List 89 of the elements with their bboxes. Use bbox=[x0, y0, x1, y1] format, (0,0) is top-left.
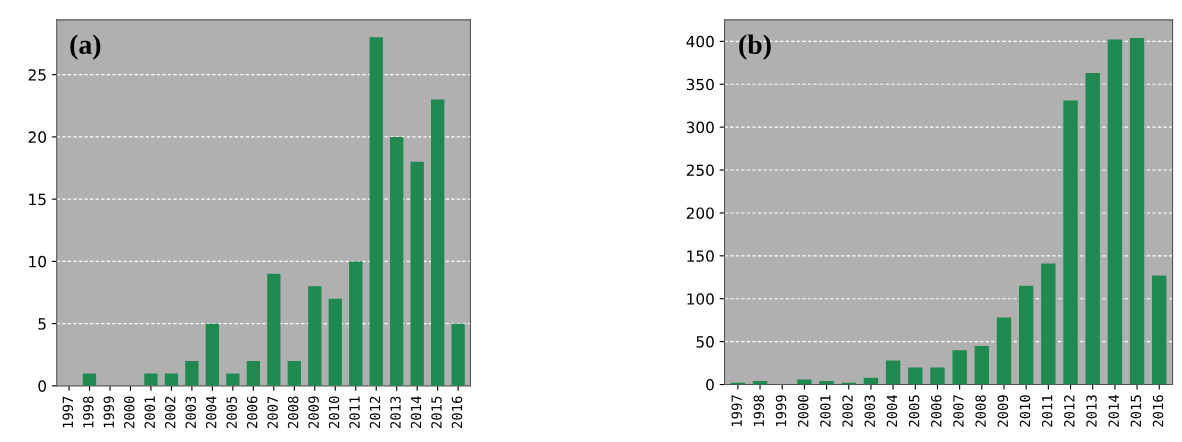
chart-title: (a) bbox=[70, 34, 101, 60]
x-tick-label: 1999 bbox=[775, 395, 787, 427]
bar bbox=[908, 367, 923, 385]
bar bbox=[390, 136, 404, 386]
y-tick-label: 250 bbox=[686, 164, 714, 177]
x-tick-label: 2012 bbox=[369, 396, 381, 428]
y-tick-label: 10 bbox=[29, 255, 46, 268]
y-tick-label: 50 bbox=[696, 336, 714, 348]
x-tick-label: 2011 bbox=[349, 396, 360, 428]
bar bbox=[1129, 37, 1145, 385]
bar bbox=[1107, 39, 1123, 385]
bar bbox=[996, 317, 1012, 385]
bar bbox=[451, 323, 465, 386]
x-tick-label: 2012 bbox=[1064, 395, 1075, 427]
y-tick-label: 5 bbox=[38, 318, 46, 330]
bar bbox=[287, 360, 301, 386]
x-tick-label: 2003 bbox=[864, 395, 875, 427]
x-tick-label: 1997 bbox=[62, 396, 74, 428]
x-tick-label: 2010 bbox=[1019, 395, 1031, 427]
x-tick-label: 2004 bbox=[886, 394, 898, 427]
x-tick-label: 2005 bbox=[908, 395, 920, 427]
bar bbox=[246, 360, 260, 386]
bar bbox=[164, 373, 179, 386]
bar bbox=[185, 360, 199, 386]
x-tick-label: 1998 bbox=[83, 396, 94, 428]
x-tick-label: 2001 bbox=[144, 396, 156, 428]
bar bbox=[82, 373, 97, 386]
x-tick-label: 2009 bbox=[997, 395, 1009, 427]
x-tick-label: 2014 bbox=[410, 396, 422, 428]
x-tick-label: 2015 bbox=[1130, 395, 1142, 427]
y-tick-label: 0 bbox=[706, 379, 714, 391]
x-tick-label: 2010 bbox=[328, 396, 340, 428]
bar bbox=[930, 367, 945, 385]
x-tick-label: 2013 bbox=[1086, 395, 1097, 427]
x-tick-label: 2013 bbox=[390, 396, 401, 428]
x-tick-label: 2005 bbox=[226, 396, 237, 428]
x-tick-label: 2006 bbox=[246, 396, 258, 428]
bar bbox=[1085, 73, 1100, 385]
y-tick-label: 100 bbox=[687, 293, 714, 305]
x-tick-label: 2004 bbox=[205, 396, 217, 428]
bar bbox=[226, 373, 240, 386]
bar bbox=[431, 99, 445, 386]
x-tick-label: 2002 bbox=[842, 395, 853, 427]
x-tick-label: 2016 bbox=[1152, 395, 1164, 427]
y-tick-label: 0 bbox=[38, 380, 46, 392]
bar bbox=[1063, 100, 1078, 385]
x-tick-label: 2003 bbox=[185, 396, 196, 428]
y-tick-label: 20 bbox=[28, 131, 46, 143]
y-tick-label: 15 bbox=[29, 193, 46, 206]
x-tick-label: 2006 bbox=[931, 395, 942, 427]
x-tick-label: 2000 bbox=[797, 395, 809, 427]
bar bbox=[1152, 275, 1167, 385]
y-tick-label: 25 bbox=[28, 69, 46, 81]
x-tick-label: 2008 bbox=[287, 396, 299, 428]
bar bbox=[952, 350, 967, 385]
bar bbox=[885, 360, 901, 385]
x-tick-label: 2008 bbox=[975, 395, 986, 427]
x-tick-label: 1998 bbox=[753, 395, 765, 427]
x-tick-label: 2007 bbox=[267, 396, 278, 428]
y-tick-label: 300 bbox=[686, 121, 714, 134]
x-tick-label: 2016 bbox=[451, 396, 463, 428]
bar bbox=[797, 379, 812, 385]
x-tick-label: 2011 bbox=[1041, 395, 1053, 427]
bar bbox=[349, 261, 363, 386]
bar bbox=[819, 381, 834, 385]
x-tick-label: 2002 bbox=[164, 396, 176, 428]
y-tick-label: 350 bbox=[686, 78, 714, 91]
chart-title: (b) bbox=[739, 34, 771, 60]
y-tick-label: 150 bbox=[687, 250, 714, 262]
x-tick-label: 2001 bbox=[820, 395, 831, 427]
y-tick-label: 200 bbox=[686, 207, 714, 219]
bar bbox=[974, 345, 990, 385]
bar bbox=[410, 161, 424, 386]
x-tick-label: 2015 bbox=[431, 396, 442, 428]
x-tick-label: 2000 bbox=[124, 396, 135, 428]
x-tick-label: 1997 bbox=[731, 395, 742, 427]
bar bbox=[1018, 285, 1034, 385]
y-tick-label: 400 bbox=[686, 35, 714, 48]
bar bbox=[369, 37, 383, 386]
bar bbox=[308, 286, 322, 386]
bar bbox=[144, 373, 158, 386]
x-tick-label: 2009 bbox=[308, 396, 319, 428]
x-tick-label: 1999 bbox=[103, 396, 115, 428]
bar bbox=[205, 323, 220, 386]
bar bbox=[267, 273, 281, 386]
x-tick-label: 2014 bbox=[1108, 394, 1119, 427]
bar bbox=[328, 298, 342, 386]
x-tick-label: 2007 bbox=[953, 395, 964, 427]
bar bbox=[1041, 263, 1056, 385]
